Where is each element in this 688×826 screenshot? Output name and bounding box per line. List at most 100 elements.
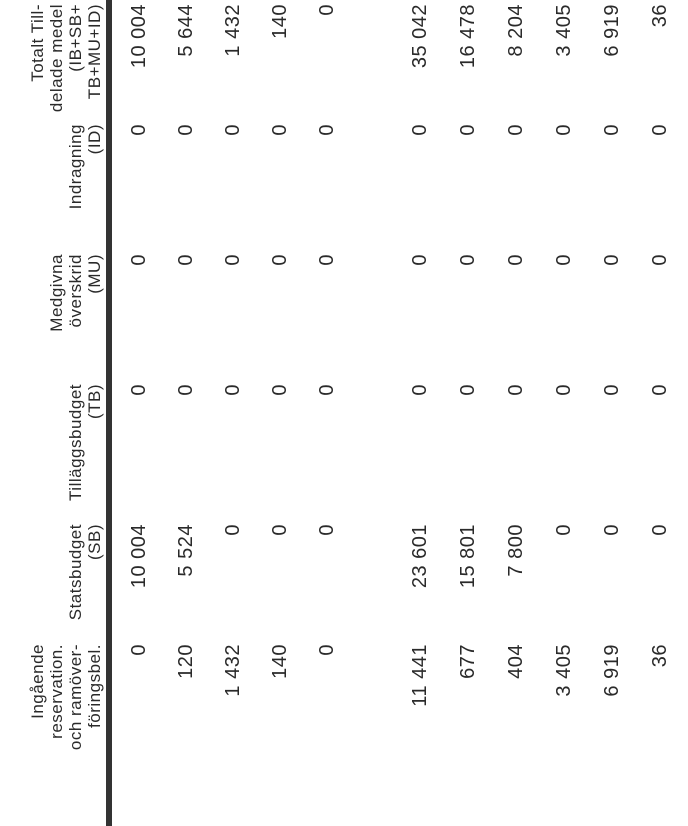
table-cell: 0 [408, 384, 431, 396]
table-cell: 36 [648, 644, 671, 668]
table-cell: 0 [648, 254, 671, 266]
table-row: 0 10 004 0 0 0 10 004 [116, 0, 163, 826]
table-cell: 0 [175, 254, 197, 266]
table-cell: 10 004 [128, 4, 150, 69]
table-cell: 0 [456, 254, 479, 266]
header-line: Indragning [66, 124, 85, 210]
table-cell: 6 919 [600, 644, 623, 697]
table-cell: 23 601 [408, 524, 431, 589]
table-cell: 0 [269, 384, 291, 396]
table-cell: 0 [222, 124, 244, 136]
header-line: föringsbel. [85, 644, 104, 728]
header-line: (TB) [85, 384, 104, 420]
table-cell: 0 [648, 524, 671, 536]
column-header: Indragning (ID) [0, 120, 106, 250]
table-header: Ingående reservation. och ramöver-föringsb… [0, 0, 112, 826]
table-cell: 0 [175, 124, 197, 136]
table-row: 0 0 0 0 0 0 [304, 0, 351, 826]
table-cell: 0 [648, 384, 671, 396]
table-cell: 1 432 [222, 4, 244, 57]
table-cell: 0 [128, 254, 150, 266]
table-cell: 0 [552, 524, 575, 536]
table-cell: 0 [552, 384, 575, 396]
table-cell: 404 [504, 644, 527, 679]
table-cell: 0 [408, 124, 431, 136]
table-cell: 8 204 [504, 4, 527, 57]
table-cell: 0 [316, 254, 338, 266]
table-cell: 1 432 [222, 644, 244, 697]
table-cell: 35 042 [408, 4, 431, 69]
table-row: 120 5 524 0 0 0 5 644 [163, 0, 210, 826]
column-header: Medgivna överskrid (MU) [0, 250, 106, 380]
table-row: 6 919 0 0 0 0 6 919 [588, 0, 636, 826]
table-cell: 7 800 [504, 524, 527, 577]
table-cell: 0 [316, 4, 338, 16]
table-cell: 0 [128, 384, 150, 396]
header-line: överskrid [66, 254, 85, 328]
table-cell: 0 [128, 124, 150, 136]
table-cell: 0 [600, 384, 623, 396]
table-cell: 0 [600, 524, 623, 536]
table-cell: 0 [222, 524, 244, 536]
row-group: 11 441 23 601 0 0 0 35 042 677 15 801 0 0 0 16 478 4… [396, 0, 684, 826]
table-cell: 0 [316, 524, 338, 536]
table-cell: 0 [316, 124, 338, 136]
table-row: 11 441 23 601 0 0 0 35 042 [396, 0, 444, 826]
table-cell: 140 [269, 644, 291, 679]
header-line: (SB) [85, 524, 104, 560]
table-cell: 0 [504, 384, 527, 396]
table-cell: 10 004 [128, 524, 150, 589]
table-cell: 140 [269, 4, 291, 39]
table-cell: 120 [175, 644, 197, 679]
table-cell: 6 919 [600, 4, 623, 57]
column-header: Statsbudget (SB) [0, 520, 106, 640]
table-cell: 0 [600, 254, 623, 266]
table-cell: 0 [128, 644, 150, 656]
table-row: 36 0 0 0 0 36 [636, 0, 684, 826]
header-line: delade medel [47, 4, 66, 113]
table-cell: 0 [269, 124, 291, 136]
table-row: 1 432 0 0 0 0 1 432 [210, 0, 257, 826]
table-cell: 677 [456, 644, 479, 679]
table-cell: 0 [504, 124, 527, 136]
header-line: Medgivna [47, 254, 66, 332]
column-header: Ingående reservation. och ramöver-föringsb… [0, 640, 106, 826]
header-line: reservation. [47, 644, 66, 739]
header-line: Ingående [28, 644, 47, 719]
header-line: Totalt Till- [28, 4, 47, 82]
table-cell: 0 [269, 254, 291, 266]
table-row: 140 0 0 0 0 140 [257, 0, 304, 826]
header-line: Statsbudget [66, 524, 85, 621]
table-cell: 3 405 [552, 644, 575, 697]
table-cell: 11 441 [408, 644, 431, 707]
table-row: 404 7 800 0 0 0 8 204 [492, 0, 540, 826]
table-cell: 0 [648, 124, 671, 136]
table-cell: 0 [316, 644, 338, 656]
table-cell: 0 [269, 524, 291, 536]
column-header: Tilläggsbudget (TB) [0, 380, 106, 520]
header-line: (IB+SB+ [66, 4, 85, 72]
table-cell: 0 [316, 384, 338, 396]
table-cell: 0 [600, 124, 623, 136]
header-line: (MU) [85, 254, 104, 294]
table-cell: 0 [408, 254, 431, 266]
column-header: Totalt Till-delade medel (IB+SB+ TB+MU+ID) [0, 0, 106, 120]
table-cell: 5 524 [175, 524, 197, 577]
table-cell: 0 [456, 124, 479, 136]
table-cell: 3 405 [552, 4, 575, 57]
table-cell: 0 [222, 254, 244, 266]
header-line: TB+MU+ID) [85, 4, 104, 100]
table-cell: 0 [552, 254, 575, 266]
table-cell: 5 644 [175, 4, 197, 57]
header-line: Tilläggsbudget [66, 384, 85, 501]
header-line: och ramöver- [66, 644, 85, 751]
table-cell: 0 [504, 254, 527, 266]
table-cell: 0 [175, 384, 197, 396]
table-cell: 0 [552, 124, 575, 136]
table-cell: 0 [456, 384, 479, 396]
header-line: (ID) [85, 124, 104, 155]
row-group: 0 10 004 0 0 0 10 004 120 5 524 0 0 0 5 644 1 432 0 0 0… [116, 0, 351, 826]
table-cell: 16 478 [456, 4, 479, 69]
